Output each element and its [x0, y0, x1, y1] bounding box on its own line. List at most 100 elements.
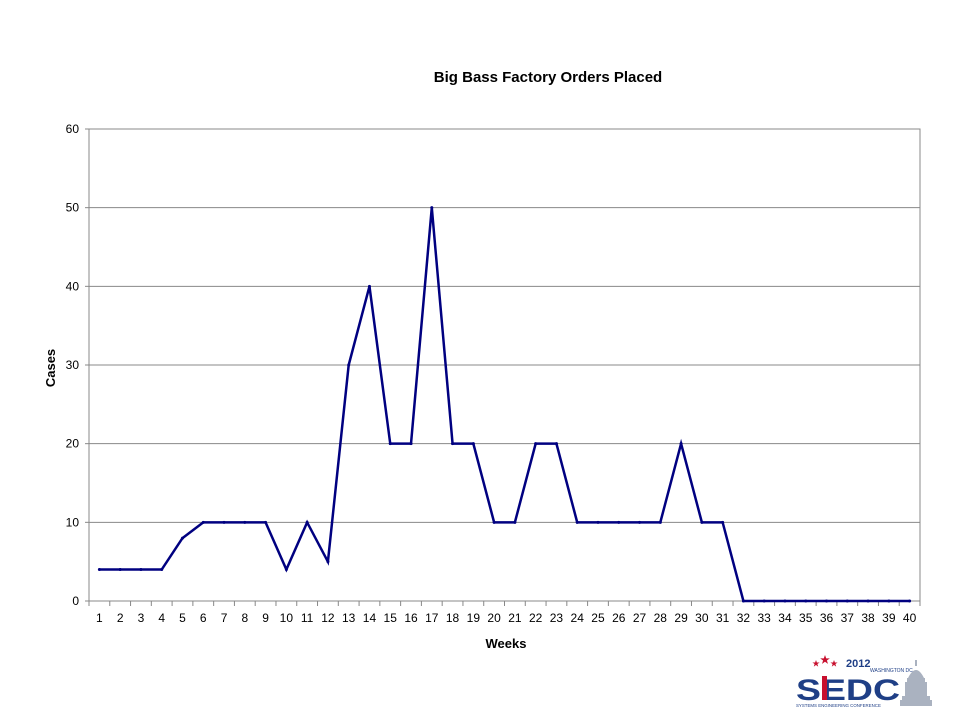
x-tick-label: 17 — [425, 611, 439, 625]
x-tick-label: 29 — [674, 611, 688, 625]
data-point — [451, 442, 455, 446]
data-point — [305, 520, 309, 524]
y-tick-label: 40 — [66, 279, 80, 293]
data-point — [118, 568, 122, 572]
data-point — [596, 520, 600, 524]
data-point — [326, 560, 330, 564]
y-axis: 0 10 20 30 40 50 60 — [66, 122, 89, 608]
y-tick-label: 50 — [66, 201, 80, 215]
data-point — [222, 520, 226, 524]
data-point — [367, 284, 371, 288]
x-tick-label: 26 — [612, 611, 626, 625]
x-tick-label: 25 — [591, 611, 605, 625]
y-tick-label: 0 — [72, 594, 79, 608]
data-point — [160, 568, 164, 572]
x-tick-label: 20 — [487, 611, 501, 625]
x-tick-label: 37 — [841, 611, 855, 625]
logo-city: WASHINGTON DC — [870, 668, 913, 674]
data-point — [264, 520, 268, 524]
x-tick-label: 5 — [179, 611, 186, 625]
capitol-dome-icon — [900, 660, 932, 706]
data-point — [658, 520, 662, 524]
data-point — [139, 568, 143, 572]
data-point — [804, 599, 808, 603]
data-point — [825, 599, 829, 603]
logo-accent-bar — [822, 676, 827, 700]
x-tick-label: 31 — [716, 611, 730, 625]
x-tick-label: 16 — [404, 611, 418, 625]
series-line-0 — [99, 207, 910, 603]
data-point — [201, 520, 205, 524]
x-tick-label: 2 — [117, 611, 124, 625]
data-point — [887, 599, 891, 603]
data-point — [721, 520, 725, 524]
data-point — [617, 520, 621, 524]
x-tick-label: 23 — [550, 611, 564, 625]
x-tick-label: 38 — [861, 611, 875, 625]
star-icon — [812, 655, 838, 667]
data-point — [284, 568, 288, 572]
x-tick-label: 1 — [96, 611, 103, 625]
y-axis-label: Cases — [43, 349, 58, 387]
data-point — [388, 442, 392, 446]
x-tick-label: 24 — [571, 611, 585, 625]
data-point — [554, 442, 558, 446]
x-axis: 1 2 3 4 5 6 7 8 9 10 11 12 13 14 15 16 17 18 19 20 21 22 23 24 2… — [88, 601, 921, 625]
sedc-logo: 2012 WASHINGTON DC SEDC SYSTEMS ENGINEER… — [796, 655, 932, 708]
data-point — [513, 520, 517, 524]
data-point — [679, 442, 683, 446]
series-layer — [97, 206, 912, 603]
y-tick-label: 30 — [66, 358, 80, 372]
chart-title: Big Bass Factory Orders Placed — [434, 69, 662, 86]
x-tick-label: 13 — [342, 611, 356, 625]
x-tick-label: 35 — [799, 611, 813, 625]
x-tick-label: 40 — [903, 611, 917, 625]
x-tick-label: 14 — [363, 611, 377, 625]
data-point — [243, 520, 247, 524]
x-tick-label: 22 — [529, 611, 543, 625]
x-tick-label: 19 — [467, 611, 481, 625]
x-tick-label: 15 — [384, 611, 398, 625]
x-tick-label: 28 — [654, 611, 668, 625]
data-point — [430, 206, 434, 210]
data-point — [471, 442, 475, 446]
x-tick-label: 8 — [241, 611, 248, 625]
data-point — [741, 599, 745, 603]
x-tick-label: 6 — [200, 611, 207, 625]
logo-main-letters: SEDC — [796, 674, 900, 707]
data-point — [783, 599, 787, 603]
data-point — [575, 520, 579, 524]
logo-tagline: SYSTEMS ENGINEERING CONFERENCE — [796, 703, 881, 708]
data-point — [97, 568, 101, 572]
gridlines — [89, 128, 920, 602]
x-axis-label: Weeks — [486, 636, 527, 651]
x-tick-label: 36 — [820, 611, 834, 625]
data-point — [845, 599, 849, 603]
data-point — [700, 520, 704, 524]
x-tick-label: 10 — [280, 611, 294, 625]
x-tick-label: 21 — [508, 611, 522, 625]
x-tick-label: 27 — [633, 611, 647, 625]
y-tick-label: 60 — [66, 122, 80, 136]
data-point — [638, 520, 642, 524]
x-tick-label: 33 — [758, 611, 772, 625]
data-point — [492, 520, 496, 524]
data-point — [534, 442, 538, 446]
data-point — [866, 599, 870, 603]
logo-year: 2012 — [846, 658, 870, 670]
data-point — [347, 363, 351, 367]
y-tick-label: 20 — [66, 437, 80, 451]
x-tick-label: 18 — [446, 611, 460, 625]
x-tick-label: 39 — [882, 611, 896, 625]
data-point — [762, 599, 766, 603]
x-tick-label: 9 — [262, 611, 269, 625]
x-tick-label: 7 — [221, 611, 228, 625]
data-point — [409, 442, 413, 446]
data-point — [908, 599, 912, 603]
x-tick-label: 12 — [321, 611, 335, 625]
x-tick-label: 3 — [138, 611, 145, 625]
x-tick-label: 30 — [695, 611, 709, 625]
x-tick-label: 34 — [778, 611, 792, 625]
x-tick-label: 32 — [737, 611, 751, 625]
